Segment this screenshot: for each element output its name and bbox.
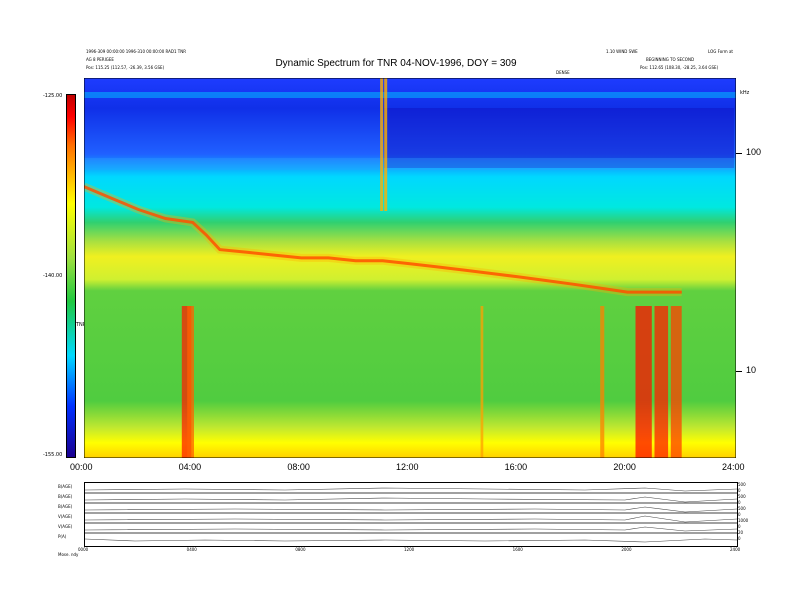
burst-streak	[600, 306, 605, 458]
header-right-line3: Pos: 112.65 (108.30, -28.25, 3.64 GSE)	[640, 65, 719, 70]
bottom-traces	[84, 487, 738, 543]
x-tick-label: 24:00	[722, 462, 745, 472]
blue-band	[84, 158, 736, 170]
y-unit-label: kHz	[740, 90, 750, 96]
header-left-line1: 1996-309 00:00:00 1996-310 00:00:00 RAD1…	[86, 49, 186, 54]
trace-6	[84, 538, 738, 543]
x-tick-label: 04:00	[178, 462, 202, 472]
colorbar	[66, 94, 76, 458]
bottom-x-tick: 2400	[730, 547, 741, 552]
bottom-row-label: B(AGE)	[58, 504, 73, 509]
burst-spike	[384, 78, 388, 211]
y-tick-mark	[736, 152, 742, 154]
bottom-right-label: 1000	[738, 518, 749, 523]
trace-3	[84, 506, 738, 513]
burst-streak	[181, 306, 192, 458]
bottom-right-label: 0	[738, 488, 741, 493]
colorbar-tick-mid: -140.00	[43, 273, 63, 279]
plasma-line	[84, 185, 682, 294]
spectrogram	[84, 78, 736, 458]
header-right-corner: LOG Form at	[708, 49, 733, 54]
bottom-right-label: 0	[738, 500, 741, 505]
burst-streak	[670, 306, 682, 458]
burst-streak	[187, 306, 194, 458]
trace-2	[84, 496, 738, 503]
header-left-line2: AG 8 PERIGEE	[86, 57, 114, 62]
bottom-right-label: 0	[738, 512, 741, 517]
bottom-x-tick: 1200	[404, 547, 415, 552]
bottom-row-label: V(AGE)	[58, 514, 73, 519]
bottom-x-tick: 2000	[621, 547, 632, 552]
trace-5	[84, 526, 738, 532]
bottom-x-tick: 0400	[186, 547, 197, 552]
bottom-right-label: 0	[738, 524, 741, 529]
bottom-x-tick: 1600	[512, 547, 523, 552]
y-tick-label: 100	[746, 146, 762, 157]
bottom-x-tick: 0000	[78, 547, 89, 552]
radio-bursts	[181, 78, 682, 458]
horizontal-band	[84, 92, 736, 98]
dark-blue-region	[384, 108, 734, 168]
bottom-right-label: 500	[738, 494, 746, 499]
burst-streak	[654, 306, 669, 458]
y-tick-mark	[736, 371, 742, 373]
footer-left: Mose. ndy	[58, 552, 79, 557]
burst-streak	[635, 306, 652, 458]
burst-spike	[380, 78, 384, 211]
header-right-line1: 1.10 WIND SWE	[606, 49, 638, 54]
bottom-right-label: 20	[738, 530, 744, 535]
y-tick-label: 10	[746, 365, 757, 376]
bottom-row-label: V(AGE)	[58, 524, 73, 529]
header-left-line3: Pos: 115.25 (112.57, -26.39, 3.56 GSE)	[86, 65, 165, 70]
bottom-x-tick: 0800	[295, 547, 306, 552]
x-tick-label: 12:00	[396, 462, 419, 472]
bottom-panel	[84, 482, 738, 547]
colorbar-tick-bottom: -155.00	[43, 452, 63, 458]
bottom-row-label: B(AGE)	[58, 494, 73, 499]
bottom-row-label: P(A)	[58, 534, 67, 539]
bottom-right-label: 0	[738, 536, 741, 541]
plasma-line-glow	[84, 182, 682, 297]
bottom-right-label: 500	[738, 506, 746, 511]
trace-1	[84, 487, 738, 492]
x-tick-label: 16:00	[504, 462, 528, 472]
x-tick-label: 00:00	[70, 462, 93, 472]
colorbar-label: TNR	[76, 322, 87, 328]
burst-streak	[480, 306, 484, 458]
colorbar-tick-top: -125.00	[43, 93, 63, 99]
x-tick-label: 08:00	[287, 462, 310, 472]
bottom-right-label: 500	[738, 482, 746, 487]
header-right-line2: BEGINNING TO SECOND	[646, 57, 695, 62]
bottom-row-label: B(AGE)	[58, 484, 73, 489]
header-center-small: DENSE	[556, 70, 570, 75]
chart-title: Dynamic Spectrum for TNR 04-NOV-1996, DO…	[275, 58, 517, 69]
trace-4	[84, 515, 738, 523]
x-tick-label: 20:00	[613, 462, 636, 472]
